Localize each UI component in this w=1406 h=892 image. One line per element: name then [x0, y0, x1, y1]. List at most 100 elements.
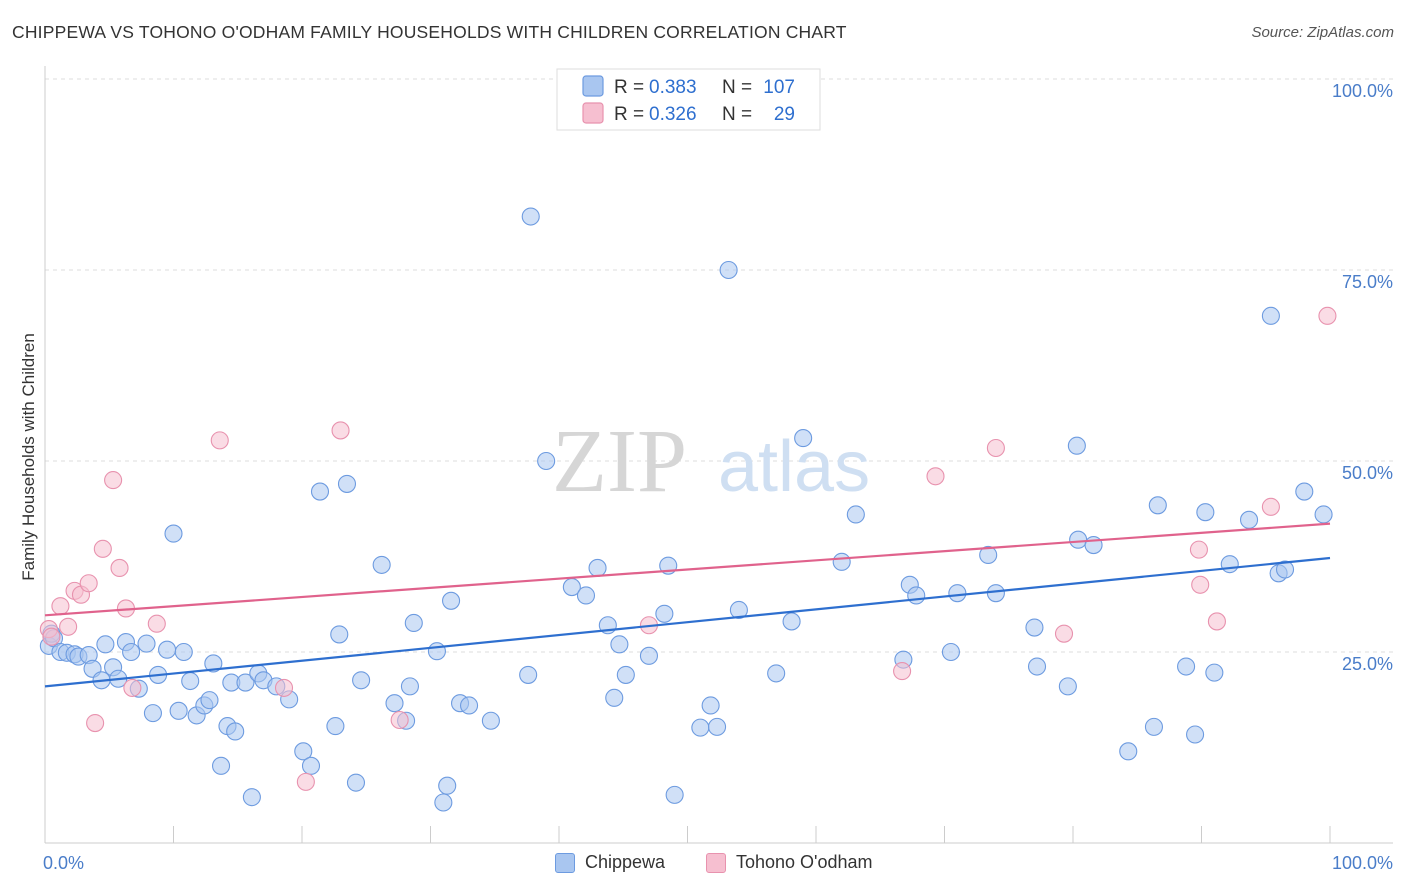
- point-tohono-3: [59, 617, 78, 636]
- legend-swatch-chippewa: [555, 852, 575, 873]
- point-chippewa-78: [782, 612, 801, 631]
- point-chippewa-68: [639, 646, 659, 665]
- point-chippewa-65: [605, 688, 624, 707]
- point-chippewa-69: [655, 604, 674, 623]
- point-chippewa-75: [719, 260, 738, 280]
- axes-layer: [44, 66, 1393, 844]
- point-tohono-10: [110, 558, 129, 578]
- stats-n-label-chippewa: N =: [722, 77, 752, 98]
- point-chippewa-86: [948, 584, 967, 603]
- point-chippewa-41: [326, 717, 345, 736]
- point-tohono-18: [390, 710, 409, 730]
- point-chippewa-62: [576, 586, 596, 605]
- point-chippewa-27: [204, 654, 223, 673]
- point-chippewa-20: [164, 524, 183, 543]
- stats-n-value-chippewa: 107: [763, 77, 795, 98]
- stats-legend: R = 0.383 N = 107 R = 0.326 N = 29: [556, 68, 821, 131]
- point-chippewa-22: [174, 642, 193, 662]
- point-chippewa-14: [122, 642, 141, 662]
- point-chippewa-50: [404, 613, 423, 633]
- point-chippewa-79: [794, 429, 813, 448]
- point-chippewa-98: [1177, 657, 1196, 676]
- stats-r-value-tohono: 0.326: [649, 104, 697, 125]
- point-chippewa-84: [907, 586, 926, 605]
- y-tick-label: 100.0%: [1332, 81, 1393, 101]
- point-chippewa-99: [1186, 725, 1205, 744]
- y-tick-label: 75.0%: [1342, 272, 1393, 292]
- stats-n-label-tohono: N =: [722, 104, 752, 125]
- point-chippewa-95: [1119, 742, 1138, 761]
- point-chippewa-45: [352, 671, 371, 690]
- point-chippewa-54: [442, 591, 461, 610]
- legend-item-chippewa[interactable]: Chippewa: [555, 852, 665, 873]
- point-chippewa-16: [137, 634, 156, 653]
- point-chippewa-104: [1261, 306, 1280, 325]
- x-tick-label: 100.0%: [1332, 853, 1393, 873]
- point-chippewa-38: [294, 742, 313, 761]
- point-chippewa-23: [181, 671, 200, 691]
- point-tohono-8: [93, 539, 112, 558]
- point-chippewa-87: [979, 545, 998, 565]
- point-chippewa-44: [346, 773, 366, 792]
- point-chippewa-39: [301, 756, 321, 775]
- point-chippewa-59: [521, 207, 540, 226]
- point-chippewa-67: [616, 665, 635, 684]
- watermark: ZIP atlas: [552, 412, 870, 511]
- point-tohono-15: [274, 678, 294, 697]
- point-chippewa-31: [226, 722, 245, 741]
- point-chippewa-101: [1205, 663, 1224, 682]
- point-chippewa-92: [1067, 436, 1086, 455]
- stats-r-label-tohono: R =: [614, 104, 644, 125]
- point-chippewa-40: [310, 482, 330, 501]
- source-credit: Source: ZipAtlas.com: [1251, 24, 1394, 41]
- point-chippewa-47: [385, 694, 404, 713]
- watermark-atlas: atlas: [718, 427, 870, 507]
- point-chippewa-66: [610, 635, 629, 654]
- point-chippewa-58: [519, 665, 538, 684]
- point-chippewa-72: [691, 718, 710, 737]
- stats-r-label-chippewa: R =: [614, 77, 644, 98]
- point-chippewa-81: [846, 505, 865, 524]
- point-chippewa-96: [1144, 717, 1164, 736]
- point-chippewa-91: [1058, 677, 1077, 696]
- trend-line-chippewa: [44, 556, 1331, 688]
- point-tohono-21: [926, 467, 945, 486]
- point-chippewa-102: [1220, 555, 1239, 574]
- point-tohono-23: [1054, 624, 1074, 643]
- point-chippewa-26: [200, 691, 219, 710]
- point-tohono-2: [51, 597, 70, 616]
- point-tohono-20: [893, 662, 912, 681]
- point-chippewa-108: [1314, 505, 1333, 524]
- x-tick-label: 0.0%: [43, 853, 84, 873]
- stats-n-value-tohono: 29: [774, 104, 795, 125]
- point-tohono-13: [147, 614, 166, 633]
- point-chippewa-63: [588, 558, 607, 578]
- point-tohono-14: [210, 431, 229, 450]
- points-layer: [39, 207, 1337, 812]
- point-chippewa-74: [708, 717, 727, 736]
- grid-layer: [45, 78, 1393, 653]
- point-chippewa-19: [158, 640, 177, 659]
- point-chippewa-93: [1069, 530, 1088, 549]
- legend-label-tohono: Tohono O'odham: [736, 852, 873, 872]
- legend-item-tohono[interactable]: Tohono O'odham: [706, 852, 873, 873]
- point-chippewa-17: [143, 704, 162, 723]
- point-chippewa-73: [701, 696, 720, 715]
- point-chippewa-56: [459, 696, 479, 715]
- point-tohono-1: [42, 627, 61, 646]
- point-chippewa-71: [665, 785, 684, 804]
- y-axis-label: Family Households with Children: [19, 333, 38, 581]
- point-chippewa-28: [211, 756, 231, 775]
- legend-label-chippewa: Chippewa: [585, 852, 666, 872]
- point-chippewa-100: [1196, 503, 1215, 522]
- point-tohono-7: [86, 714, 105, 733]
- point-chippewa-88: [986, 584, 1005, 603]
- bottom-legend: Chippewa Tohono O'odham: [0, 852, 1406, 876]
- point-chippewa-77: [767, 664, 786, 683]
- point-chippewa-76: [729, 600, 748, 620]
- point-chippewa-49: [400, 677, 419, 696]
- point-chippewa-89: [1025, 618, 1044, 637]
- point-tohono-28: [1318, 306, 1337, 325]
- tick-labels-layer: 25.0% 50.0% 75.0% 100.0% 0.0% 100.0%: [43, 81, 1393, 873]
